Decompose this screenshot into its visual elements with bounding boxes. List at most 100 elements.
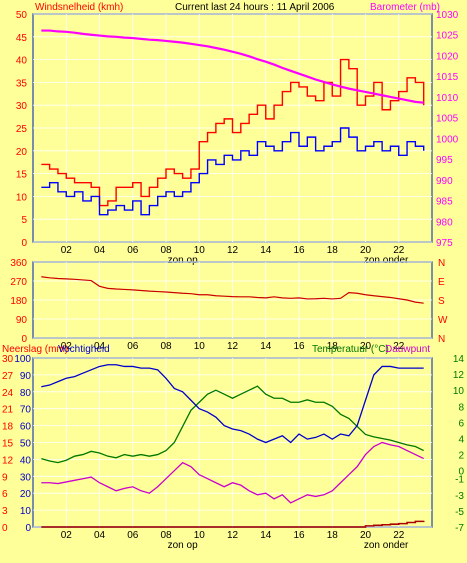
- p2-left-tick-label: 0: [21, 334, 27, 345]
- gust-series-line: [41, 58, 425, 207]
- p3-rain-tick-label: 9: [2, 472, 8, 483]
- p3-x-tick-label: 10: [194, 530, 206, 541]
- p1-x-tick-label: 10: [194, 245, 206, 256]
- p1-right-tick-label: 1025: [436, 31, 459, 42]
- p2-x-tick-label: 16: [293, 341, 305, 352]
- p3-temperature-tick-label: 10: [453, 386, 465, 397]
- p1-right-tick-label: 980: [436, 217, 453, 228]
- p3-humidity-tick-label: 30: [20, 472, 32, 483]
- chart-title: Current last 24 hours : 11 April 2006: [175, 2, 335, 13]
- p2-x-tick-label: 12: [227, 341, 239, 352]
- p1-right-tick-label: 975: [436, 238, 453, 249]
- p1-left-tick-label: 45: [16, 33, 28, 44]
- p1-left-tick-label: 20: [16, 147, 28, 158]
- p3-rain-title: Neerslag (mm): [2, 344, 68, 355]
- humidity-temperature-panel: Neerslag (mm)Vochtigheid Temperatuur (°C)…: [2, 344, 464, 551]
- p1-x-tick-label: 08: [160, 245, 172, 256]
- p1-left-tick-label: 25: [16, 124, 28, 135]
- p3-temperature-tick-label: 4: [458, 434, 464, 445]
- p3-rain-tick-label: 18: [2, 422, 14, 433]
- left-axis-title: Windsnelheid (kmh): [35, 2, 123, 13]
- p1-right-tick-label: 1015: [436, 72, 459, 83]
- p2-compass-label: S: [438, 296, 445, 307]
- p1-left-tick-label: 50: [16, 10, 28, 21]
- rain-series-line: [41, 520, 425, 528]
- p3-rain-tick-label: 24: [2, 388, 14, 399]
- p3-x-tick-label: 12: [227, 530, 239, 541]
- p3-rain-tick-label: 30: [2, 354, 14, 365]
- barometer-series-line: [41, 29, 424, 104]
- p3-rain-tick-label: 6: [2, 489, 8, 500]
- p1-x-tick-label: 18: [327, 245, 339, 256]
- p2-x-tick-label: 20: [360, 341, 372, 352]
- p2-left-tick-label: 180: [10, 296, 27, 307]
- p1-right-tick-label: 985: [436, 197, 453, 208]
- p3-temperature-tick-label: 2: [458, 451, 464, 462]
- dewpoint-series-line: [41, 441, 424, 504]
- p2-left-tick-label: 360: [10, 258, 27, 269]
- p3-rain-tick-label: 15: [2, 439, 14, 450]
- p1-x-tick-label: 16: [293, 245, 305, 256]
- p3-x-tick-label: 18: [327, 530, 339, 541]
- p1-left-tick-label: 0: [21, 238, 27, 249]
- p3-humidity-tick-label: 20: [20, 489, 32, 500]
- p3-x-tick-label: 06: [127, 530, 139, 541]
- p3-sunrise-label: zon op: [168, 540, 198, 551]
- p3-humidity-tick-label: 40: [20, 455, 32, 466]
- p2-x-tick-label: 14: [260, 341, 272, 352]
- p3-temperature-tick-label: -5: [455, 507, 464, 518]
- p3-temperature-tick-label: -3: [455, 491, 464, 502]
- p3-temperature-tick-label: 8: [458, 402, 464, 413]
- p1-left-tick-label: 10: [16, 192, 28, 203]
- p3-temperature-tick-label: 6: [458, 418, 464, 429]
- p3-humidity-tick-label: 0: [25, 523, 31, 534]
- p2-x-tick-label: 22: [393, 341, 405, 352]
- p3-temperature-title: Temperatuur (°C): [312, 344, 389, 355]
- p1-x-tick-label: 04: [94, 245, 106, 256]
- p2-x-tick-label: 18: [327, 341, 339, 352]
- p1-x-tick-label: 22: [393, 245, 405, 256]
- p3-x-tick-label: 16: [293, 530, 305, 541]
- p3-humidity-tick-label: 80: [20, 388, 32, 399]
- p3-humidity-tick-label: 10: [20, 506, 32, 517]
- p1-x-tick-label: 12: [227, 245, 239, 256]
- p1-right-tick-label: 1010: [436, 93, 459, 104]
- p1-right-tick-label: 995: [436, 155, 453, 166]
- p1-right-tick-label: 1030: [436, 10, 459, 21]
- wind-barometer-panel: 0510152025303540455097598098599099510001…: [16, 10, 459, 266]
- p3-humidity-title: Vochtigheid: [58, 344, 110, 355]
- p3-temperature-tick-label: 0: [458, 467, 464, 478]
- p3-x-tick-label: 04: [94, 530, 106, 541]
- p2-x-tick-label: 04: [94, 341, 106, 352]
- p1-right-tick-label: 1000: [436, 134, 459, 145]
- p3-x-tick-label: 02: [61, 530, 73, 541]
- p1-right-tick-label: 1005: [436, 114, 459, 125]
- p2-x-tick-label: 08: [160, 341, 172, 352]
- p1-x-tick-label: 14: [260, 245, 272, 256]
- p2-x-tick-label: 06: [127, 341, 139, 352]
- p1-left-tick-label: 5: [21, 215, 27, 226]
- humidity-series-line: [41, 364, 424, 444]
- temperature-series-line: [41, 385, 424, 464]
- p1-x-tick-label: 02: [61, 245, 73, 256]
- p3-rain-tick-label: 0: [2, 523, 8, 534]
- p1-sunset-label: zon onder: [364, 255, 409, 266]
- p3-rain-tick-label: 3: [2, 506, 8, 517]
- p3-rain-tick-label: 12: [2, 455, 14, 466]
- p1-left-tick-label: 15: [16, 170, 28, 181]
- p2-compass-label: N: [438, 258, 445, 269]
- p3-humidity-tick-label: 50: [20, 439, 32, 450]
- p3-temperature-tick-label: 14: [453, 354, 465, 365]
- p3-humidity-tick-label: 90: [20, 371, 32, 382]
- p3-temperature-tick-label: 12: [453, 370, 465, 381]
- p1-sunrise-label: zon op: [168, 255, 198, 266]
- p3-temperature-tick-label: -1: [455, 475, 464, 486]
- p2-left-tick-label: 270: [10, 277, 27, 288]
- p2-x-tick-label: 02: [61, 341, 73, 352]
- p1-right-tick-label: 1020: [436, 51, 459, 62]
- p3-rain-tick-label: 27: [2, 371, 14, 382]
- p2-left-tick-label: 90: [16, 315, 28, 326]
- p1-left-tick-label: 35: [16, 78, 28, 89]
